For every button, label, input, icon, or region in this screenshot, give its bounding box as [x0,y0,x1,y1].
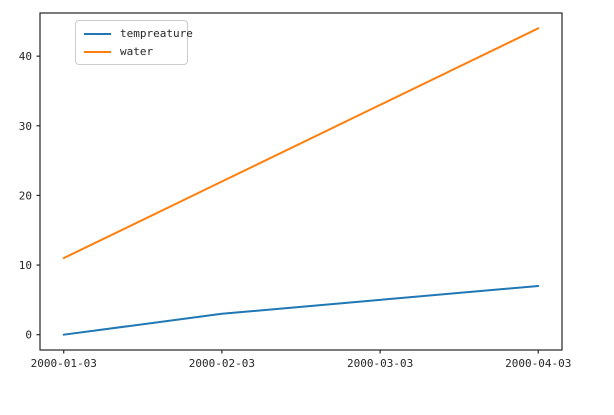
plot-border [39,12,563,351]
legend-line-sample-water [84,50,111,53]
legend-label-water: water [120,45,154,58]
legend-item-water: water [84,46,181,57]
x-tick-label: 2000-02-03 [189,357,255,370]
series-line-water [62,27,540,260]
x-tick-label: 2000-04-03 [505,357,571,370]
x-tick-label: 2000-03-03 [347,357,413,370]
legend-item-tempreature: tempreature [84,28,193,39]
legend-line-sample-tempreature [84,32,111,35]
y-tick-label: 0 [25,329,32,342]
y-tick-label: 10 [19,259,32,272]
legend: tempreature water [75,20,193,65]
y-tick-label: 30 [19,120,32,133]
series-line-tempreature [62,284,540,336]
y-tick-label: 20 [19,189,32,202]
x-tick-label: 2000-01-03 [31,357,97,370]
legend-label-tempreature: tempreature [120,27,193,40]
y-tick-label: 40 [19,50,32,63]
